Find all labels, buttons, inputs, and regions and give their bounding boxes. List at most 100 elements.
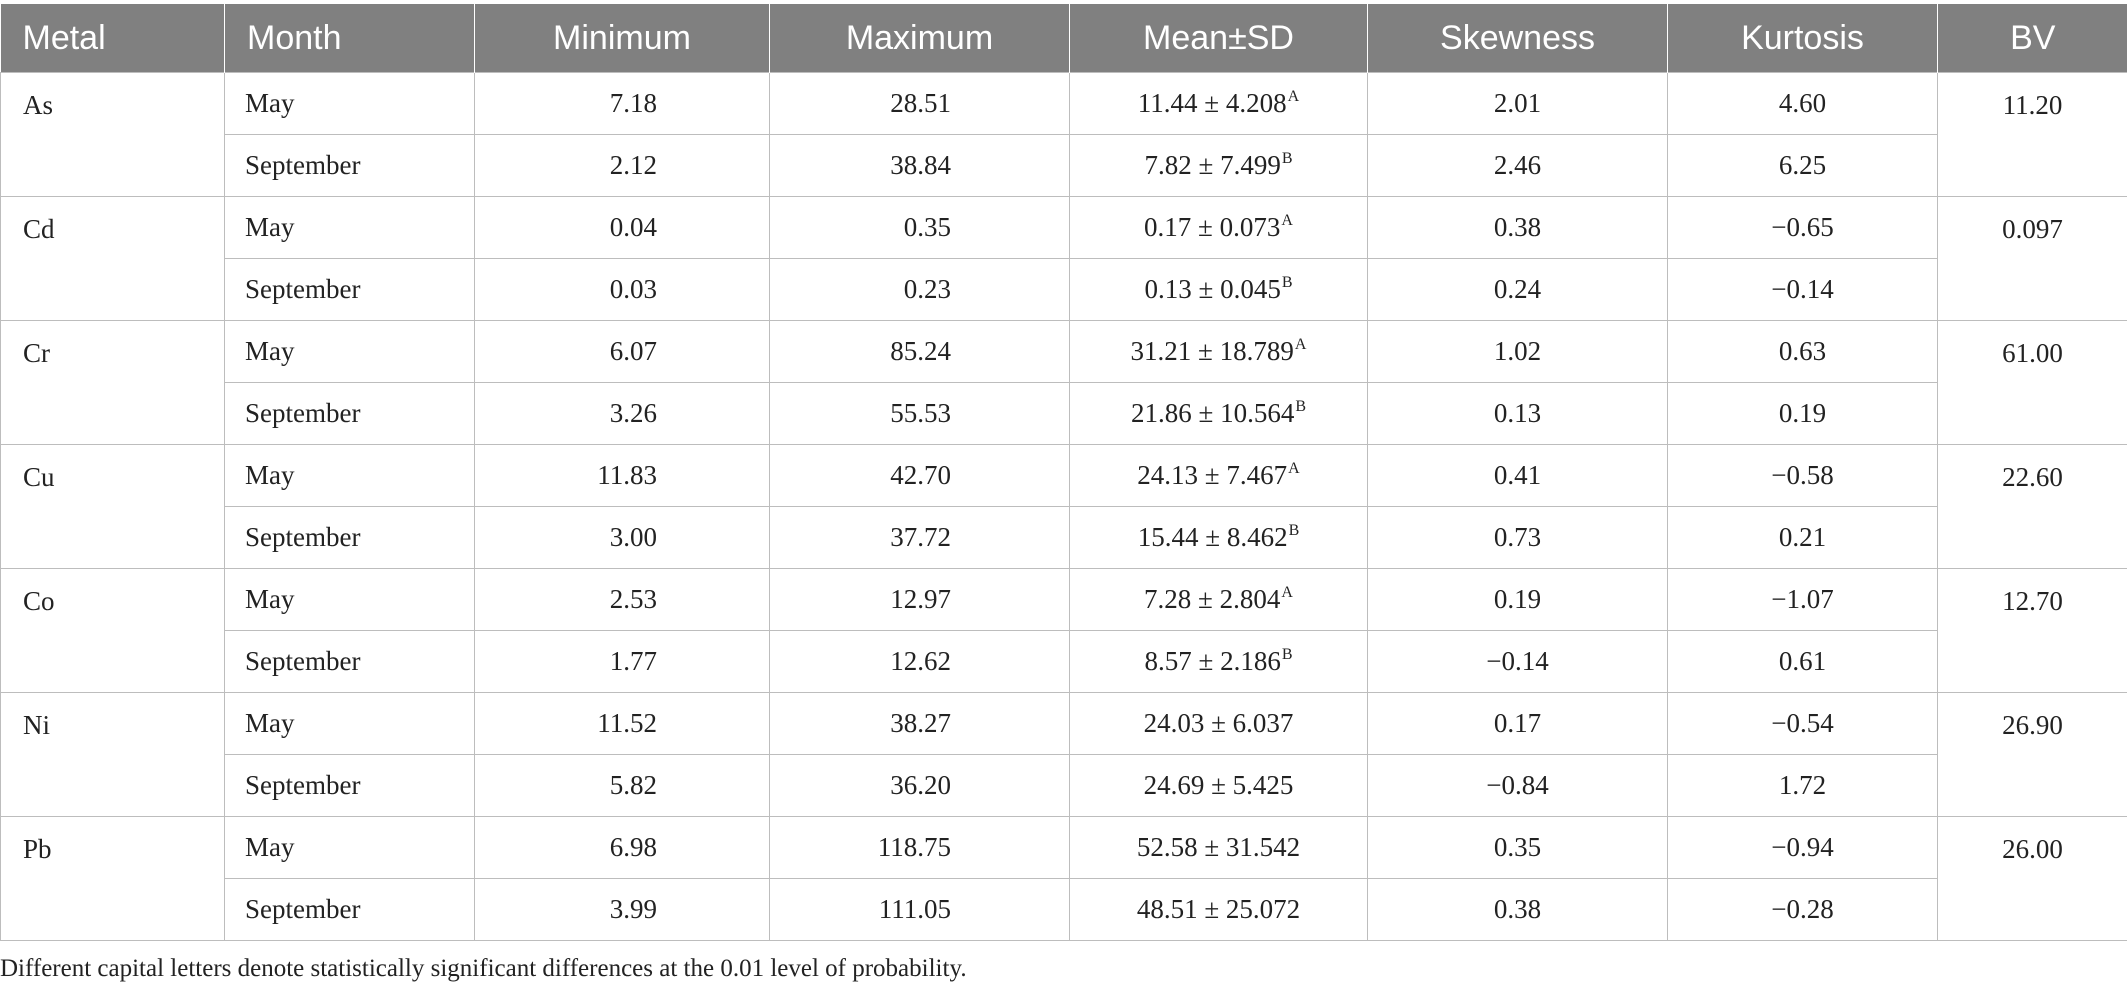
month-cell: September [224, 258, 475, 321]
kurtosis-cell: 1.72 [1667, 754, 1938, 817]
metal-cell: Cd [0, 196, 225, 321]
mean-sd-value: 0.13 ± 0.045 [1144, 274, 1281, 304]
mean-sd-cell: 52.58 ± 31.542 [1069, 816, 1368, 879]
mean-sd-cell: 15.44 ± 8.462B [1069, 506, 1368, 569]
skewness-cell: 2.01 [1367, 72, 1668, 135]
metal-cell: Cu [0, 444, 225, 569]
table-row: Cd May 0.04 0.35 0.17 ± 0.073A 0.38 −0.65 0.097 [0, 196, 2127, 321]
kurtosis-cell: −0.65 [1667, 196, 1938, 259]
kurtosis-cell: −0.54 [1667, 692, 1938, 755]
bv-cell: 22.60 [1937, 444, 2127, 569]
table-row: September 5.82 36.20 24.69 ± 5.425 −0.84 1.72 [1, 754, 2127, 817]
kurtosis-cell: 0.63 [1667, 320, 1938, 383]
bv-cell: 12.70 [1937, 568, 2127, 693]
minimum-cell: 1.77 [474, 630, 770, 693]
table-footnote: Different capital letters denote statist… [0, 955, 967, 982]
skewness-cell: −0.84 [1367, 754, 1668, 817]
minimum-cell: 11.52 [474, 692, 770, 755]
kurtosis-cell: −0.58 [1667, 444, 1938, 507]
minimum-cell: 7.18 [474, 72, 770, 135]
minimum-cell: 0.03 [474, 258, 770, 321]
minimum-cell: 3.99 [474, 878, 770, 941]
table-row: September 3.00 37.72 15.44 ± 8.462B 0.73 0.21 [1, 506, 2127, 569]
maximum-cell: 118.75 [769, 816, 1070, 879]
table-row: Pb May 6.98 118.75 52.58 ± 31.542 0.35 −0.94 26… [0, 816, 2127, 941]
kurtosis-cell: −0.94 [1667, 816, 1938, 879]
mean-sd-cell: 31.21 ± 18.789A [1069, 320, 1368, 383]
header-kurtosis: Kurtosis [1667, 4, 1938, 73]
table-body: As May 7.18 28.51 11.44 ± 4.208A 2.01 4.60 11.2… [0, 72, 2127, 941]
mean-sd-value: 24.03 ± 6.037 [1143, 708, 1294, 738]
month-cell: May [224, 568, 475, 631]
mean-sd-cell: 7.82 ± 7.499B [1069, 134, 1368, 197]
skewness-cell: −0.14 [1367, 630, 1668, 693]
significance-letter: A [1294, 336, 1307, 353]
kurtosis-cell: 4.60 [1667, 72, 1938, 135]
skewness-cell: 0.35 [1367, 816, 1668, 879]
skewness-cell: 0.73 [1367, 506, 1668, 569]
mean-sd-cell: 0.13 ± 0.045B [1069, 258, 1368, 321]
minimum-cell: 6.07 [474, 320, 770, 383]
minimum-cell: 2.12 [474, 134, 770, 197]
maximum-cell: 36.20 [769, 754, 1070, 817]
mean-sd-value: 11.44 ± 4.208 [1137, 88, 1287, 118]
minimum-cell: 2.53 [474, 568, 770, 631]
kurtosis-cell: 6.25 [1667, 134, 1938, 197]
header-bv: BV [1937, 4, 2127, 73]
mean-sd-value: 24.69 ± 5.425 [1143, 770, 1294, 800]
mean-sd-value: 15.44 ± 8.462 [1137, 522, 1288, 552]
mean-sd-cell: 21.86 ± 10.564B [1069, 382, 1368, 445]
mean-sd-value: 8.57 ± 2.186 [1144, 646, 1281, 676]
maximum-cell: 111.05 [769, 878, 1070, 941]
skewness-cell: 0.17 [1367, 692, 1668, 755]
month-cell: May [224, 692, 475, 755]
kurtosis-cell: 0.19 [1667, 382, 1938, 445]
table-row: Cr May 6.07 85.24 31.21 ± 18.789A 1.02 0.63 61.… [0, 320, 2127, 445]
significance-letter: A [1288, 460, 1300, 477]
skewness-cell: 0.13 [1367, 382, 1668, 445]
metal-cell: Pb [0, 816, 225, 941]
month-cell: September [224, 878, 475, 941]
significance-letter: A [1287, 88, 1300, 105]
bv-cell: 26.90 [1937, 692, 2127, 817]
significance-letter: B [1281, 274, 1293, 291]
mean-sd-value: 48.51 ± 25.072 [1136, 894, 1301, 924]
skewness-cell: 0.19 [1367, 568, 1668, 631]
maximum-cell: 42.70 [769, 444, 1070, 507]
kurtosis-cell: 0.21 [1667, 506, 1938, 569]
metal-cell: Cr [0, 320, 225, 445]
mean-sd-cell: 48.51 ± 25.072 [1069, 878, 1368, 941]
header-maximum: Maximum [769, 4, 1070, 73]
skewness-cell: 0.38 [1367, 196, 1668, 259]
significance-letter: B [1295, 398, 1306, 415]
bv-cell: 61.00 [1937, 320, 2127, 445]
bv-cell: 11.20 [1937, 72, 2127, 197]
bv-cell: 26.00 [1937, 816, 2127, 941]
table-row: September 2.12 38.84 7.82 ± 7.499B 2.46 6.25 [1, 134, 2127, 197]
metal-cell: Co [0, 568, 225, 693]
table-row: Ni May 11.52 38.27 24.03 ± 6.037 0.17 −0.54 26.… [0, 692, 2127, 817]
header-metal: Metal [0, 4, 225, 73]
significance-letter: A [1281, 212, 1293, 229]
mean-sd-cell: 8.57 ± 2.186B [1069, 630, 1368, 693]
significance-letter: B [1288, 522, 1300, 539]
minimum-cell: 0.04 [474, 196, 770, 259]
skewness-cell: 0.38 [1367, 878, 1668, 941]
kurtosis-cell: −1.07 [1667, 568, 1938, 631]
header-minimum: Minimum [474, 4, 770, 73]
table-row: September 3.26 55.53 21.86 ± 10.564B 0.13 0.1… [1, 382, 2127, 445]
month-cell: September [224, 134, 475, 197]
table-row: Co May 2.53 12.97 7.28 ± 2.804A 0.19 −1.07 12.7… [0, 568, 2127, 693]
mean-sd-cell: 7.28 ± 2.804A [1069, 568, 1368, 631]
maximum-cell: 12.62 [769, 630, 1070, 693]
significance-letter: B [1281, 646, 1293, 663]
mean-sd-value: 7.82 ± 7.499 [1144, 150, 1281, 180]
minimum-cell: 11.83 [474, 444, 770, 507]
kurtosis-cell: −0.14 [1667, 258, 1938, 321]
skewness-cell: 0.24 [1367, 258, 1668, 321]
month-cell: September [224, 630, 475, 693]
minimum-cell: 5.82 [474, 754, 770, 817]
minimum-cell: 6.98 [474, 816, 770, 879]
month-cell: May [224, 444, 475, 507]
mean-sd-value: 31.21 ± 18.789 [1130, 336, 1294, 366]
